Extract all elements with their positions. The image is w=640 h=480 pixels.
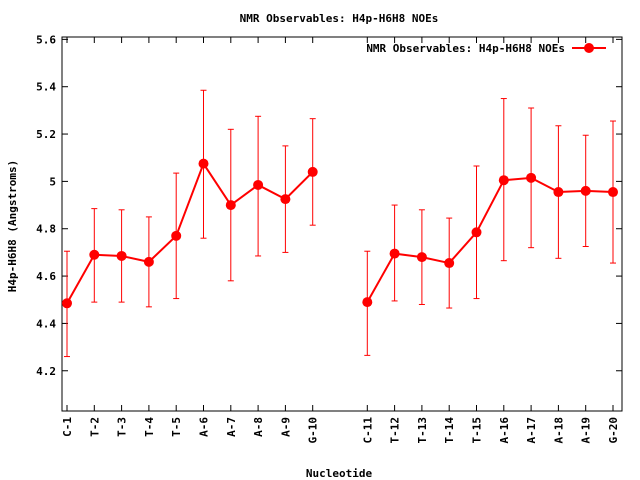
x-tick-label: A-6 (198, 417, 211, 437)
data-point (416, 252, 427, 263)
data-point (471, 227, 482, 238)
x-tick-label: T-4 (143, 417, 156, 437)
x-tick-label: A-8 (252, 417, 265, 437)
x-tick-label: T-14 (443, 417, 456, 444)
x-tick-label: A-18 (552, 417, 565, 444)
x-tick-label: T-12 (389, 417, 402, 444)
x-tick-label: A-9 (279, 417, 292, 437)
x-tick-label: A-16 (498, 417, 511, 444)
x-tick-label: T-13 (416, 417, 429, 444)
legend-marker-swatch (584, 43, 594, 53)
data-point (553, 187, 564, 198)
y-tick-label: 4.8 (36, 223, 56, 236)
data-point (444, 258, 455, 269)
data-point (225, 200, 236, 211)
data-point (389, 248, 400, 259)
data-point (62, 298, 72, 309)
x-tick-label: C-1 (61, 417, 74, 437)
plot-frame (61, 36, 623, 412)
x-tick-label: T-5 (170, 417, 183, 437)
y-tick-label: 5.6 (36, 33, 56, 46)
data-point (280, 194, 291, 205)
x-tick-label: G-20 (607, 417, 620, 444)
chart-title: NMR Observables: H4p-H6H8 NOEs (240, 12, 439, 25)
x-tick-label: A-17 (525, 417, 538, 444)
legend-label: NMR Observables: H4p-H6H8 NOEs (366, 42, 565, 55)
y-tick-label: 5 (49, 175, 56, 188)
data-point (362, 297, 373, 308)
x-tick-label: T-2 (88, 417, 101, 437)
data-point (171, 230, 182, 241)
x-tick-label: T-3 (116, 417, 129, 437)
y-tick-label: 5.2 (36, 128, 56, 141)
series-line (66, 161, 314, 304)
y-tick-label: 4.2 (36, 365, 56, 378)
data-point (307, 166, 318, 177)
series-line (366, 176, 614, 303)
data-point (498, 175, 509, 186)
y-tick-label: 4.6 (36, 270, 56, 283)
x-axis-label: Nucleotide (306, 467, 373, 480)
y-tick-label: 4.4 (36, 317, 56, 330)
x-tick-label: G-10 (307, 417, 320, 444)
x-tick-label: T-15 (471, 417, 484, 444)
legend: NMR Observables: H4p-H6H8 NOEs (366, 42, 606, 55)
data-point (526, 172, 537, 183)
y-axis-label: H4p-H6H8 (Angstroms) (6, 160, 19, 292)
data-point (580, 185, 591, 196)
data-point (608, 187, 618, 198)
data-point (253, 179, 264, 190)
data-point (198, 158, 209, 169)
y-tick-label: 5.4 (36, 81, 56, 94)
x-tick-label: A-7 (225, 417, 238, 437)
data-point (89, 249, 100, 260)
x-tick-label: C-11 (361, 417, 374, 444)
data-point (143, 256, 154, 267)
data-point (116, 250, 127, 261)
x-tick-label: A-19 (580, 417, 593, 444)
